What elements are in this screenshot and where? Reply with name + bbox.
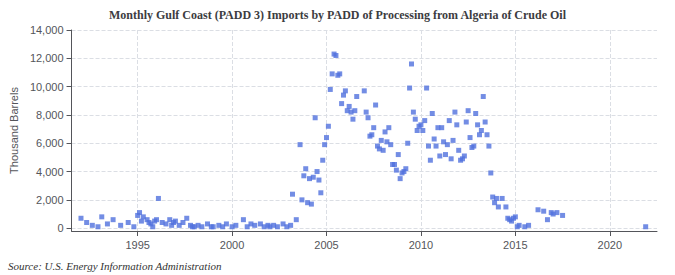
svg-text:2005: 2005 xyxy=(314,239,338,251)
svg-text:2020: 2020 xyxy=(598,239,622,251)
svg-text:Thousand Barrels: Thousand Barrels xyxy=(8,87,20,174)
svg-text:1995: 1995 xyxy=(125,239,149,251)
svg-text:10,000: 10,000 xyxy=(30,81,64,93)
svg-text:0: 0 xyxy=(57,222,63,234)
svg-text:Monthly Gulf Coast (PADD 3) Im: Monthly Gulf Coast (PADD 3) Imports by P… xyxy=(109,8,567,22)
svg-text:2010: 2010 xyxy=(409,239,433,251)
svg-text:2015: 2015 xyxy=(503,239,527,251)
svg-text:8,000: 8,000 xyxy=(36,109,64,121)
svg-text:14,000: 14,000 xyxy=(30,24,64,36)
svg-text:6,000: 6,000 xyxy=(36,137,64,149)
svg-text:4,000: 4,000 xyxy=(36,166,64,178)
svg-text:Source: U.S. Energy Informatio: Source: U.S. Energy Information Administ… xyxy=(8,260,222,272)
svg-text:2000: 2000 xyxy=(220,239,244,251)
svg-text:2,000: 2,000 xyxy=(36,194,64,206)
svg-text:12,000: 12,000 xyxy=(30,52,64,64)
